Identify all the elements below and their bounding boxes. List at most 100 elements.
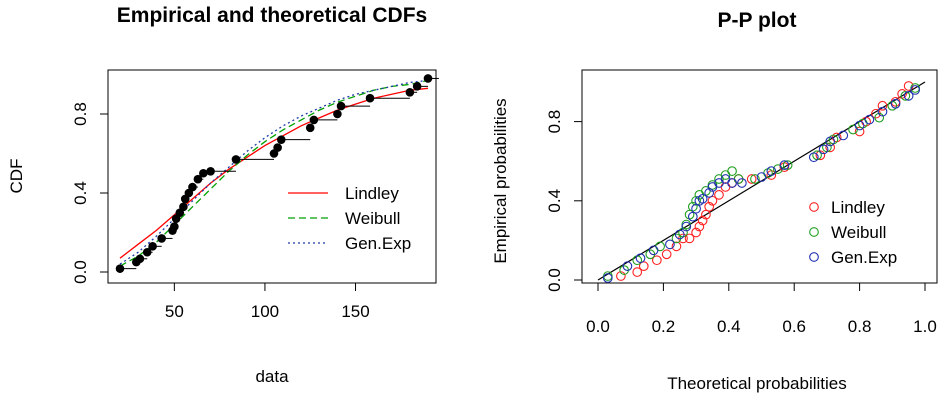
empirical-point [193,174,203,184]
empirical-point [115,264,125,273]
empirical-point [305,123,315,133]
pp-panel: P-P plot Theoretical probabilities Empir… [491,9,938,393]
cdf-series-genexp [119,79,429,265]
cdf-panel: Empirical and theoretical CDFs data CDF … [7,4,439,386]
pp-point-genexp [877,106,888,117]
pp-point-genexp [727,178,737,188]
pp-x-tick-label: 0.6 [782,317,806,336]
cdf-y-tick-label: 0.4 [71,181,90,205]
pp-title: P-P plot [718,9,797,32]
pp-y-axis: 0.0 0.4 0.8 [545,110,582,292]
empirical-point [148,242,157,251]
empirical-point [157,234,166,243]
pp-point-lindley [707,195,718,206]
pp-legend: Lindley Weibull Gen.Exp [809,198,897,267]
pp-x-tick-label: 1.0 [913,317,937,336]
pp-x-tick-label: 0.0 [586,317,610,336]
cdf-series-lindley [119,87,429,259]
pp-point-weibull [900,91,911,101]
pp-point-lindley [854,126,865,137]
pp-point-lindley [701,209,711,220]
empirical-point [206,166,215,176]
empirical-point [276,135,286,144]
cdf-legend-label: Weibull [345,209,400,228]
pp-point-weibull [782,160,793,171]
pp-point-lindley [616,271,626,281]
cdf-y-axis: 0.0 0.4 0.8 [71,102,108,284]
pp-legend-label: Gen.Exp [831,248,897,267]
pp-x-tick-label: 0.2 [652,317,676,336]
pp-legend-key [809,202,819,212]
pp-point-genexp [665,239,675,250]
pp-point-genexp [910,85,921,95]
pp-ylabel: Empirical probabilities [491,98,510,263]
pp-legend-label: Weibull [831,223,886,242]
pp-point-genexp [903,91,914,101]
cdf-series-weibull [119,79,429,267]
pp-point-genexp [825,136,836,147]
pp-point-genexp [602,273,613,283]
empirical-point [188,182,197,192]
pp-point-lindley [652,255,662,266]
pp-point-lindley [825,142,836,153]
pp-point-genexp [691,203,701,214]
pp-point-lindley [714,190,724,200]
empirical-point [170,222,179,231]
cdf-ylabel: CDF [7,159,26,194]
empirical-point [273,143,282,152]
empirical-point [365,93,375,103]
empirical-point [412,82,422,91]
pp-point-lindley [704,201,715,212]
cdf-empirical [115,74,439,273]
cdf-curves [119,79,429,267]
pp-legend-key [809,252,819,262]
cdf-x-tick-label: 150 [341,302,369,321]
cdf-x-tick-label: 50 [165,302,184,321]
cdf-x-tick-label: 100 [251,302,279,321]
pp-x-tick-label: 0.4 [717,317,741,336]
pp-point-lindley [720,182,731,192]
pp-point-genexp [648,245,659,256]
pp-point-genexp [697,193,708,204]
empirical-point [336,101,346,111]
pp-point-genexp [704,188,715,198]
pp-point-lindley [877,100,888,111]
pp-point-genexp [854,120,865,131]
pp-y-tick-label: 0.4 [545,189,564,213]
cdf-xlabel: data [255,367,289,386]
pp-point-weibull [727,166,737,176]
pp-point-genexp [838,130,849,141]
cdf-legend-label: Lindley [345,184,399,203]
pp-legend-key [809,227,819,237]
empirical-point [199,168,208,178]
pp-point-lindley [746,174,757,184]
pp-point-genexp [808,152,819,163]
cdf-legend-label: Gen.Exp [345,234,411,253]
pp-point-lindley [684,233,695,244]
pp-xlabel: Theoretical probabilities [667,374,847,393]
empirical-point [405,87,415,97]
pp-point-genexp [890,98,901,109]
pp-point-genexp [635,253,646,264]
pp-point-lindley [632,267,643,277]
pp-point-lindley [815,150,826,161]
pp-point-weibull [874,112,885,123]
pp-point-lindley [691,227,701,238]
pp-point-lindley [638,261,649,271]
empirical-point [179,202,188,212]
pp-y-tick-label: 0.8 [545,110,564,134]
empirical-point [423,74,433,83]
empirical-point [135,254,145,264]
pp-point-genexp [756,172,767,182]
pp-y-tick-label: 0.0 [545,268,564,292]
empirical-point [142,247,152,257]
pp-point-lindley [694,221,705,232]
cdf-x-axis: 50 100 150 [165,283,370,321]
pp-point-lindley [671,241,682,252]
pp-point-genexp [864,114,875,125]
pp-point-genexp [737,178,747,188]
pp-point-weibull [691,195,701,206]
pp-point-genexp [681,221,692,232]
cdf-plot-frame [107,69,437,284]
pp-point-weibull [655,241,665,252]
